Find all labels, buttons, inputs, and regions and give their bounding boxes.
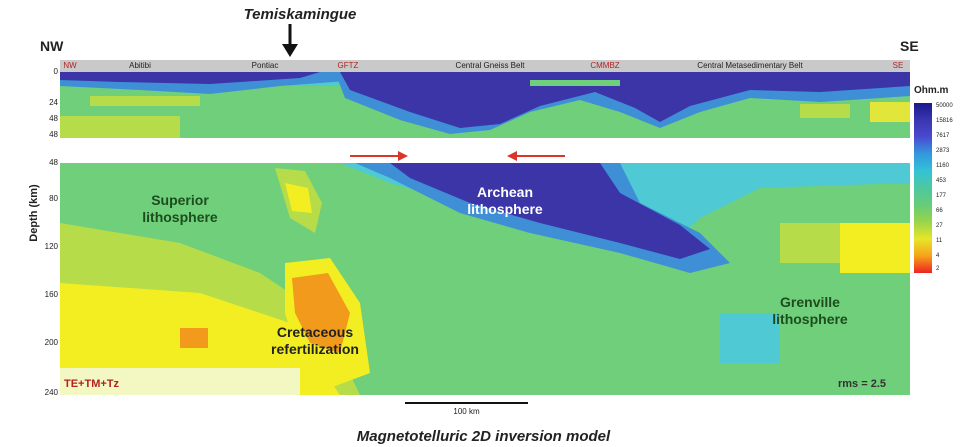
y-tick: 48 [49,114,58,123]
region-cretaceous-label: Cretaceous refertilization [271,324,359,357]
legend-value: 27 [936,223,943,229]
location-label: Temiskamingue [243,6,357,23]
scale-label: 100 km [453,407,480,416]
direction-left-label: NW [40,38,64,54]
legend-value: 1160 [936,163,949,169]
province-label: CMMBZ [590,61,620,70]
legend-colorbar [914,103,932,273]
y-tick: 120 [44,242,58,251]
rms-label: rms = 2.5 [838,378,887,390]
province-strip [60,60,910,72]
arrow-left-icon [507,151,517,161]
region-archean-label: Archean lithosphere [467,184,543,217]
legend-value: 15816 [936,118,953,124]
y-tick: 48 [49,158,58,167]
y-tick: 160 [44,290,58,299]
direction-right-label: SE [900,38,919,54]
arrow-right-icon [398,151,408,161]
region-grenville-label: Grenville lithosphere [772,294,848,327]
legend-value: 7617 [936,133,950,139]
y-tick: 200 [44,338,58,347]
location-arrow-icon [282,24,298,57]
y-tick: 80 [49,194,58,203]
convergence-arrows [350,151,565,161]
figure-caption: Magnetotelluric 2D inversion model [356,428,611,445]
y-tick: 240 [44,388,58,397]
lower-resistivity-panel [60,163,910,395]
legend-value: 2 [936,266,940,272]
y-tick: 0 [53,67,58,76]
components-label: TE+TM+Tz [64,378,120,390]
legend-value: 50000 [936,103,953,109]
legend-value: 11 [936,238,943,244]
province-label: Central Gneiss Belt [455,61,525,70]
province-label: Abitibi [129,61,151,70]
legend-value: 453 [936,178,947,184]
legend-value: 4 [936,253,940,259]
upper-resistivity-panel [60,72,910,138]
legend-value: 177 [936,193,947,199]
y-tick: 48 [49,130,58,139]
y-axis-label: Depth (km) [28,184,40,242]
legend-value: 66 [936,208,943,214]
legend-title: Ohm.m [914,85,949,96]
region-superior-label: Superior lithosphere [142,192,218,225]
province-label: GFTZ [337,61,359,70]
legend-value: 2873 [936,148,950,154]
y-tick: 24 [49,98,58,107]
province-label: Pontiac [251,61,279,70]
scale-bar [405,402,528,404]
province-label: Central Metasedimentary Belt [697,61,803,70]
province-label: NW [63,61,77,70]
province-label: SE [892,61,904,70]
